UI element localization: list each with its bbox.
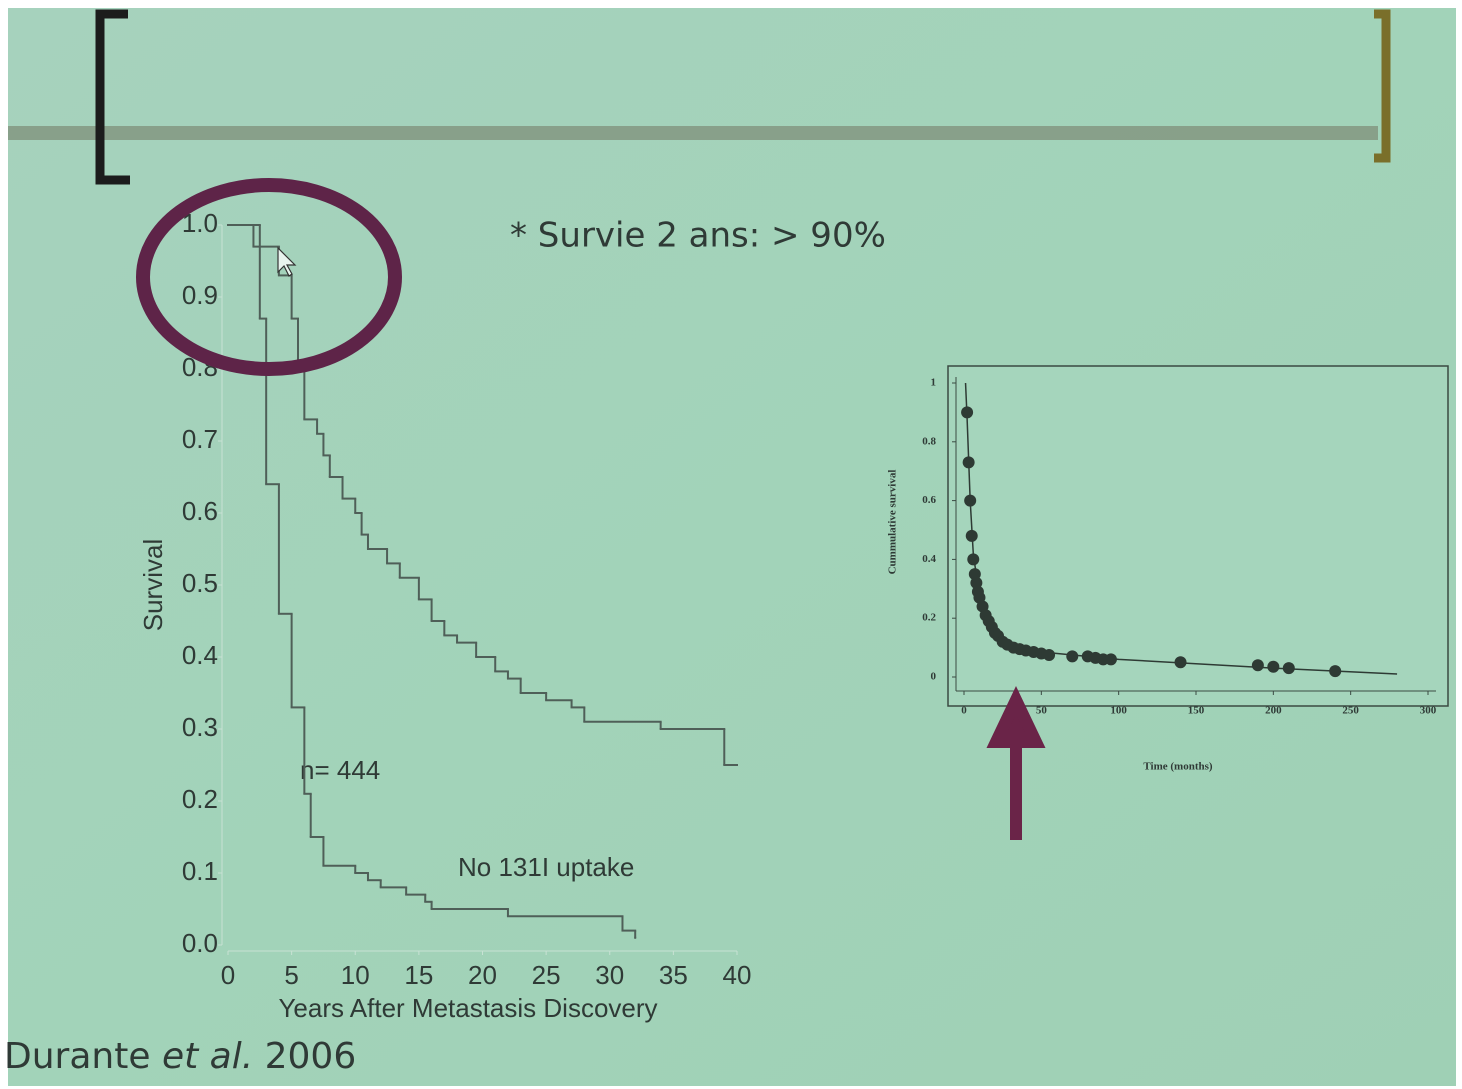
citation-etal: et al.	[162, 1036, 253, 1077]
slide: * Survie 2 ans: > 90% Durante et al. 200…	[0, 0, 1462, 1089]
y-tick-label: 0.2	[922, 612, 936, 624]
y-tick-label: 1	[931, 377, 937, 389]
x-tick-label: 5	[284, 960, 298, 990]
y-tick-label: 0.5	[182, 568, 218, 598]
point	[966, 530, 978, 542]
y-tick-label: 0.6	[182, 496, 218, 526]
citation-year: 2006	[265, 1036, 357, 1077]
y-tick-label: 0.2	[182, 784, 218, 814]
x-tick-label: 25	[532, 960, 561, 990]
point	[1283, 662, 1295, 674]
point	[1066, 650, 1078, 662]
x-tick-label: 20	[468, 960, 497, 990]
y-axis-label: Survival	[138, 539, 168, 631]
y-tick-label: 0	[931, 671, 937, 683]
y-tick-label: 0.9	[182, 280, 218, 310]
point	[1043, 649, 1055, 661]
x-tick-label: 30	[595, 960, 624, 990]
annotation: n= 444	[300, 755, 380, 785]
y-tick-label: 0.0	[182, 928, 218, 958]
x-tick-label: 35	[659, 960, 688, 990]
point	[1105, 653, 1117, 665]
slide-note: * Survie 2 ans: > 90%	[510, 216, 886, 256]
x-tick-label: 10	[341, 960, 370, 990]
point	[967, 553, 979, 565]
point	[1252, 659, 1264, 671]
x-tick-label: 15	[404, 960, 433, 990]
annotation: No 131I uptake	[458, 852, 634, 882]
point	[963, 456, 975, 468]
point	[964, 495, 976, 507]
x-tick-label: 250	[1342, 705, 1359, 717]
y-axis-label: Cummulative survival	[887, 470, 899, 575]
y-tick-label: 0.8	[922, 435, 936, 447]
citation-author: Durante	[4, 1036, 150, 1077]
citation: Durante et al. 2006	[4, 1036, 356, 1077]
x-tick-label: 0	[961, 705, 967, 717]
x-tick-label: 50	[1036, 705, 1048, 717]
x-tick-label: 150	[1188, 705, 1205, 717]
title-bar	[8, 126, 1378, 140]
point	[1175, 656, 1187, 668]
x-tick-label: 0	[221, 960, 235, 990]
page: {"slide": {"note": "* Survie 2 ans: > 90…	[0, 0, 1462, 1089]
y-tick-label: 0.4	[922, 553, 936, 565]
point	[1329, 665, 1341, 677]
y-tick-label: 0.4	[182, 640, 218, 670]
y-tick-label: 0.7	[182, 424, 218, 454]
y-tick-label: 0.6	[922, 494, 936, 506]
y-tick-label: 0.1	[182, 856, 218, 886]
point	[961, 406, 973, 418]
x-axis-label: Years After Metastasis Discovery	[278, 993, 657, 1023]
y-tick-label: 0.3	[182, 712, 218, 742]
x-tick-label: 300	[1420, 705, 1437, 717]
x-axis-label: Time (months)	[1143, 761, 1212, 773]
x-tick-label: 40	[723, 960, 752, 990]
x-tick-label: 100	[1110, 705, 1127, 717]
point	[1267, 661, 1279, 673]
x-tick-label: 200	[1265, 705, 1282, 717]
